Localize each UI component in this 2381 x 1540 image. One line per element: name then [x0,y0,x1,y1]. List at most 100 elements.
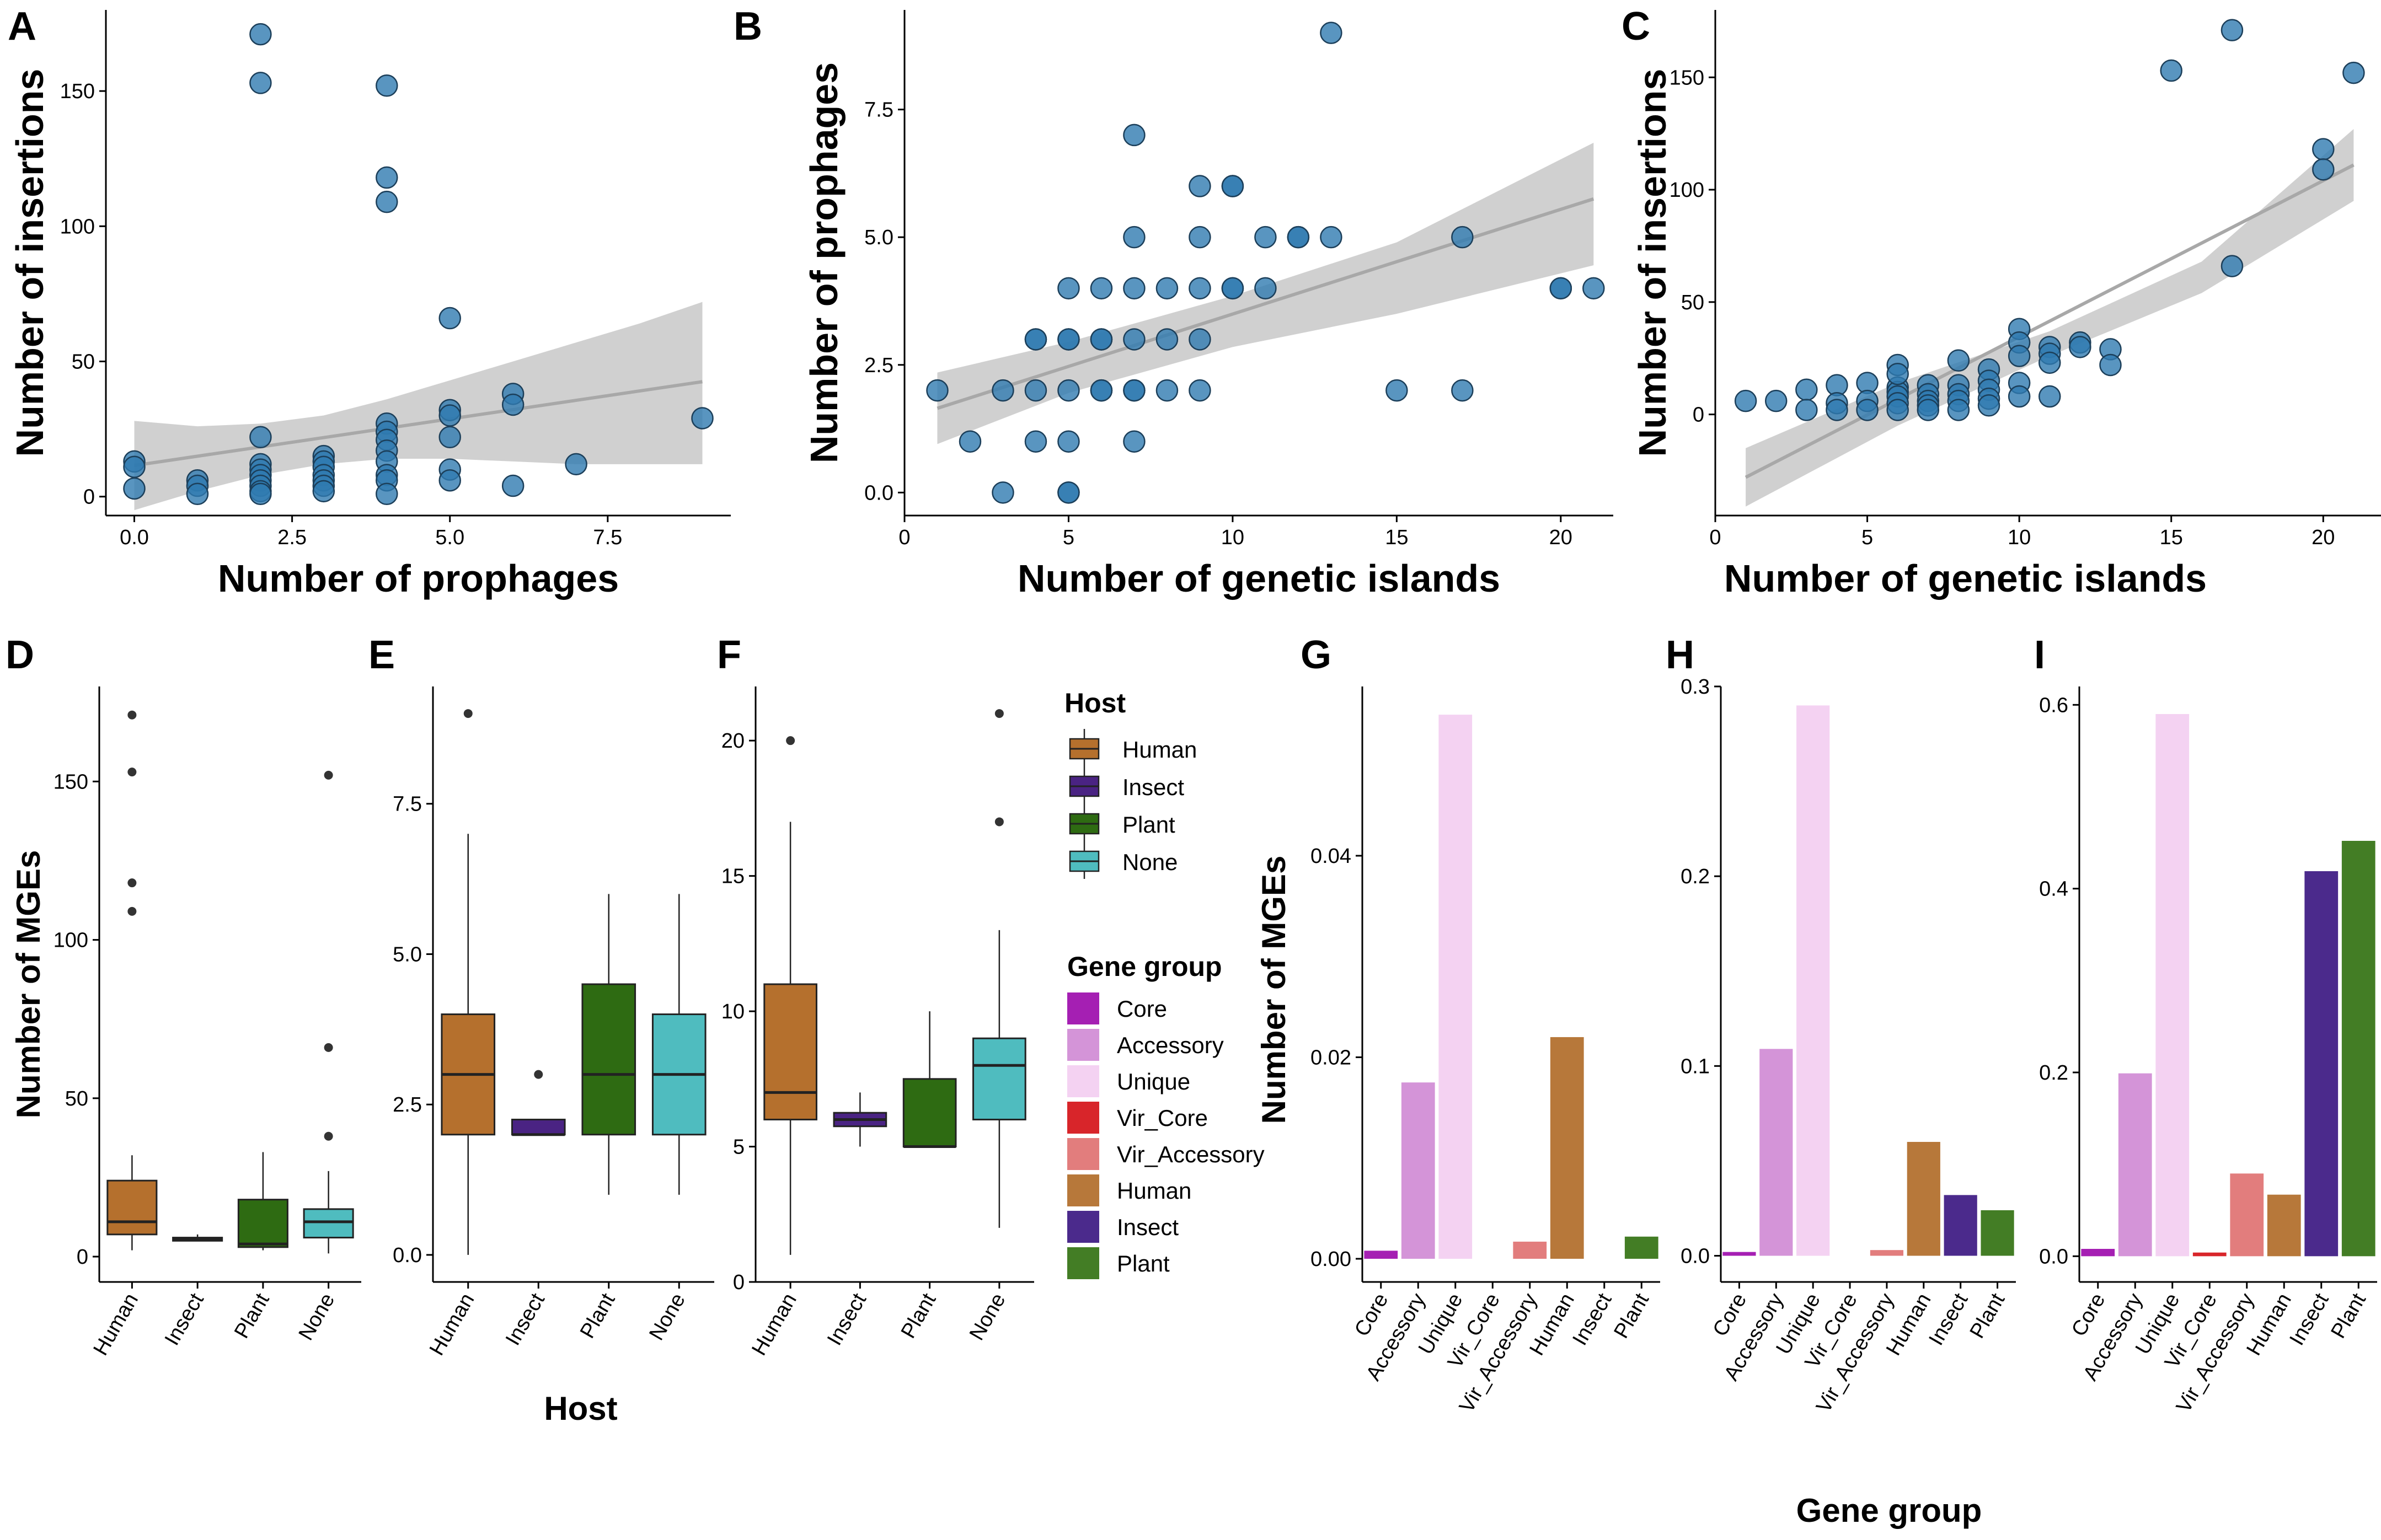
data-point [1189,226,1211,249]
data-point [926,379,949,402]
data-point [1090,379,1113,402]
x-tick-label: 5.0 [435,526,464,549]
panel-label-e: E [368,633,395,677]
x-tick-label: 7.5 [593,526,622,549]
x-tick-label: 10 [2008,526,2031,549]
data-point [376,482,398,506]
bar-accessory [2118,1073,2152,1257]
x-axis-title: Number of prophages [218,557,619,600]
data-point [1189,328,1211,351]
legend-label-vir-core: Vir_Core [1117,1105,1208,1131]
box-human [763,983,817,1120]
data-point [1287,226,1310,249]
data-point [1886,399,1909,421]
legend-swatch-accessory [1067,1029,1099,1061]
data-point [1917,399,1940,421]
panel-b-scatter: 0.0 2.5 5.0 7.5 0 5 10 15 20 Number of genetic is… [802,10,1613,600]
panel-label-f: F [717,633,741,677]
y-tick-label: 100 [1670,179,1704,202]
y-tick-label: 100 [53,929,88,952]
y-tick-label: 7.5 [393,793,422,816]
y-tick-label: 0.0 [393,1244,422,1267]
outlier-point [994,709,1004,718]
legend-label-core: Core [1117,996,1167,1022]
data-point [1451,226,1474,249]
box-insect [511,1118,566,1136]
outlier-point [324,1131,333,1141]
legend-label-plant: Plant [1122,812,1175,838]
y-tick-label: 0 [83,486,95,509]
x-tick-label: 20 [2312,526,2335,549]
bar-vir-core [2192,1252,2227,1257]
outlier-point [127,906,137,916]
box-plant [902,1078,957,1148]
y-tick-label: 5 [733,1136,745,1159]
data-point [2008,345,2031,367]
data-point [1582,277,1605,300]
legend-swatch-vir-core [1067,1102,1099,1134]
data-point [1024,328,1047,351]
x-tick-label: 15 [1385,526,1408,549]
data-point [2312,138,2335,160]
x-axis-title: Number of genetic islands [1018,557,1500,600]
data-point [1024,379,1047,402]
box-plant [237,1199,288,1248]
panel-a-scatter: 0 50 100 150 0.0 2.5 5.0 7.5 Number of prophages… [8,10,731,600]
panel-label-h: H [1666,633,1694,677]
legend-label-insect: Insect [1122,774,1184,800]
data-point [1155,328,1179,351]
data-point [1254,277,1277,300]
x-tick-label: 0 [898,526,910,549]
data-point [1057,379,1080,402]
data-point [1123,277,1146,300]
y-tick-label: 0.00 [1310,1248,1351,1271]
y-tick-label: 5.0 [864,226,893,249]
legend-swatch-plant [1067,1247,1099,1279]
y-axis-title: Number of prophages [802,62,846,463]
data-point [1057,481,1080,504]
x-axis-title: Host [544,1390,617,1427]
data-point [312,480,335,503]
legend-swatch-human [1067,1174,1099,1206]
data-point [1090,277,1113,300]
data-point [1320,226,1342,249]
data-point [2221,255,2244,277]
outlier-point [534,1070,543,1079]
data-point [992,379,1014,402]
regression-line [937,197,1595,410]
outlier-point [786,736,795,745]
panel-label-b: B [734,4,762,49]
data-point [2160,59,2182,82]
data-point [1795,378,1818,401]
legend-host-items: Human Insect Plant None [1069,729,1197,879]
data-point [501,393,525,416]
x-tick-label: 0.0 [120,526,149,549]
outlier-point [463,709,473,718]
y-tick-label: 0.6 [2039,694,2068,717]
box-none [303,1208,354,1239]
x-axis-title: Number of genetic islands [1724,557,2207,600]
y-tick-label: 0.0 [2039,1245,2068,1268]
y-tick-label: 0.02 [1310,1046,1351,1069]
data-point [1856,399,1879,421]
y-tick-label: 100 [60,215,95,238]
bar-plant [2341,841,2375,1257]
bar-core [1722,1252,1756,1256]
bar-unique [1796,705,1830,1256]
data-point [1155,379,1179,402]
legend-gene-title: Gene group [1067,951,1222,982]
data-point [438,404,461,427]
data-point [2221,19,2244,41]
legend: Host Human Insect Plant None Gene group Cor… [1064,688,1265,1279]
y-tick-label: 10 [721,1000,745,1023]
data-point [1090,328,1113,351]
x-tick-label: 2.5 [277,526,307,549]
legend-label-vir-accessory: Vir_Accessory [1117,1141,1265,1167]
y-tick-label: 150 [53,770,88,793]
x-axis-title: Gene group [1796,1492,1982,1529]
data-point [376,166,398,189]
outlier-point [324,770,333,780]
y-tick-label: 50 [1681,291,1704,314]
legend-swatch-unique [1067,1065,1099,1097]
